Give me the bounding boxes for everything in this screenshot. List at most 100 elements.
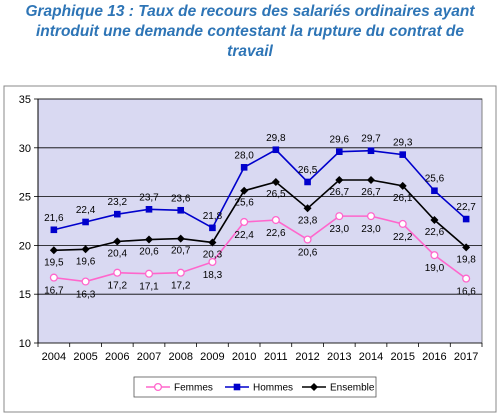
data-point [145,235,153,244]
data-label: 26,5 [298,165,318,176]
data-point [271,215,280,225]
data-label: 23,0 [361,224,381,235]
legend-label: Hommes [253,383,293,394]
gridlines [38,98,482,344]
data-label: 25,6 [234,198,254,209]
data-label: 29,8 [266,133,286,144]
data-point [209,224,216,232]
data-point [81,277,90,286]
chart-title: Graphique 13 : Taux de recours des salar… [0,2,500,62]
x-tick-label: 2006 [105,351,129,363]
data-label: 19,6 [76,256,96,267]
data-label: 20,3 [203,249,223,260]
data-label: 22,7 [456,202,476,213]
data-label: 23,6 [171,193,191,204]
data-label: 20,4 [108,248,128,259]
data-point [335,148,343,156]
series-group [49,146,471,286]
series-line-femmes [53,215,467,283]
x-tick-label: 2013 [327,351,351,363]
data-point [431,187,438,195]
data-point [177,206,185,214]
x-axis: 2004 2005 2006 2007 2008 2009 2010 2011 2012 2013… [37,343,483,363]
data-point [398,219,407,228]
data-point [335,176,344,185]
chart-title-line-1: Graphique 13 : Taux de recours des salar… [25,3,475,20]
data-label: 23,2 [108,197,128,208]
legend-marker [310,383,318,391]
data-point [303,235,312,244]
data-label: 23,7 [139,192,159,203]
y-tick-label: 10 [19,338,31,350]
data-label: 21,8 [203,211,223,222]
series-femmes [49,212,471,286]
chart-title-line-2: introduit une demande contestant la rupt… [36,23,464,40]
series-line-ensemble [53,179,467,252]
legend-box [133,376,377,398]
legend-label: Ensemble [330,383,375,394]
data-label: 22,4 [234,230,254,241]
data-label: 22,6 [266,228,286,239]
data-label: 20,6 [139,247,159,258]
data-label: 26,5 [266,189,286,200]
legend-marker [153,382,163,392]
data-point [113,268,122,277]
data-point [366,212,376,221]
data-label: 17,2 [108,281,128,292]
y-tick-label: 20 [19,240,31,252]
data-label: 29,7 [361,134,381,145]
data-label: 19,8 [456,254,476,265]
y-tick-label: 35 [19,94,31,106]
data-label: 19,5 [44,257,64,268]
data-point [113,210,121,218]
data-point [271,177,280,186]
data-label: 20,7 [171,246,191,257]
data-label: 16,7 [44,286,64,297]
legend: Femmes Hommes Ensemble [133,376,377,398]
x-tick-label: 2008 [168,351,192,363]
x-tick-label: 2017 [454,351,478,363]
data-point [462,215,470,223]
x-tick-label: 2011 [264,351,288,363]
data-point [113,237,122,246]
x-tick-label: 2009 [200,351,224,363]
data-point [367,147,375,155]
data-point [208,257,217,267]
data-point [462,243,471,252]
data-label: 26,7 [330,187,350,198]
legend-label: Femmes [174,383,213,394]
data-label: 22,2 [393,232,413,243]
data-label: 18,3 [203,270,223,281]
data-label: 23,0 [330,224,350,235]
data-label: 16,3 [76,290,96,301]
data-point [145,205,153,213]
data-point [240,164,248,171]
data-label: 26,1 [393,193,413,204]
data-label: 26,7 [361,187,381,198]
data-point [398,181,407,190]
chart-title-line-3: travail [227,43,273,60]
y-axis: 10 15 20 25 30 35 [19,94,39,350]
y-tick-label: 25 [19,192,31,204]
data-label: 28,0 [234,150,254,161]
y-tick-label: 15 [19,289,31,301]
data-point [208,238,217,247]
x-tick-label: 2004 [42,351,66,363]
data-point [49,246,58,255]
data-point [144,269,154,278]
data-label: 22,6 [425,227,445,238]
data-point [240,186,249,195]
data-label: 23,8 [298,215,318,226]
data-label: 22,4 [76,205,96,216]
data-point [176,268,185,277]
x-tick-label: 2016 [422,351,446,363]
data-label: 20,6 [298,248,318,259]
series-hommes [50,146,470,234]
series-ensemble [49,176,471,255]
data-label: 29,6 [330,135,350,146]
data-labels: 16,7 16,3 17,2 17,1 17,2 18,3 22,4 22,6 20,6 23,0… [44,133,476,301]
series-line-hommes [53,148,467,231]
data-point [399,151,407,158]
data-point [82,218,89,226]
